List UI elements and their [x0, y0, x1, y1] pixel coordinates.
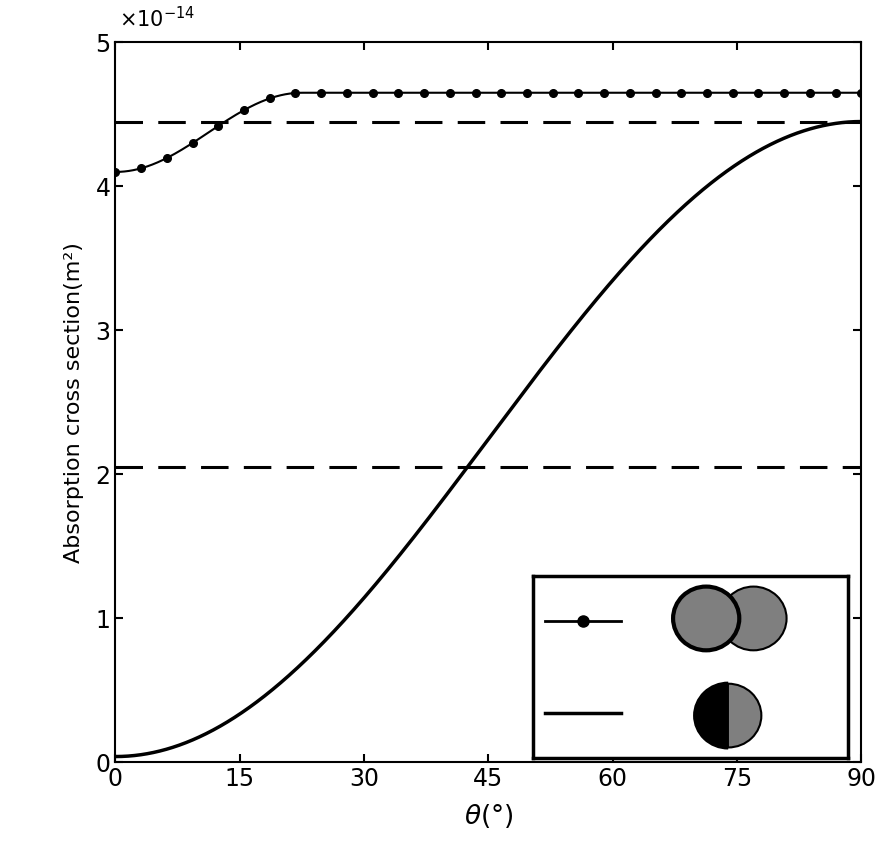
Circle shape: [695, 684, 761, 747]
Text: $\times10^{-14}$: $\times10^{-14}$: [119, 6, 195, 31]
X-axis label: $\theta$(°): $\theta$(°): [464, 802, 513, 830]
Wedge shape: [695, 684, 728, 747]
Circle shape: [720, 587, 787, 650]
Circle shape: [673, 587, 740, 650]
Y-axis label: Absorption cross section(m²): Absorption cross section(m²): [64, 242, 84, 562]
